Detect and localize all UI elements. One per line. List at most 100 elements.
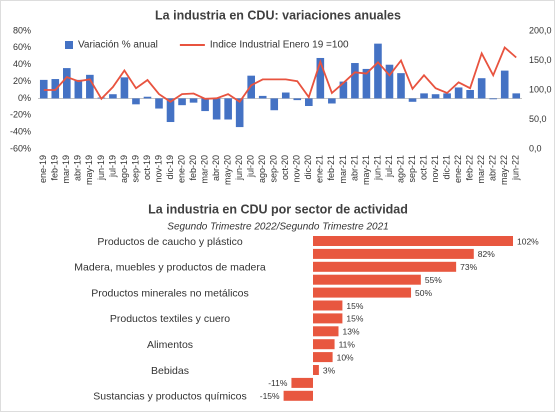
value-label: 13% bbox=[342, 327, 359, 337]
category-label: Alimentos bbox=[147, 339, 193, 351]
x-tick-label: jul-19 bbox=[107, 155, 117, 178]
bar bbox=[313, 236, 513, 246]
bar bbox=[189, 98, 198, 103]
y-tick-label: 60% bbox=[13, 42, 31, 52]
bar bbox=[351, 63, 359, 99]
bar bbox=[283, 390, 313, 401]
value-label: 11% bbox=[339, 339, 356, 349]
x-tick-label: nov-19 bbox=[153, 155, 163, 183]
x-tick-label: ago-19 bbox=[119, 155, 129, 183]
x-tick-label: may-19 bbox=[84, 155, 94, 185]
y-tick-label: 40% bbox=[13, 59, 31, 69]
x-tick-label: ene-19 bbox=[38, 155, 48, 183]
x-tick-label: feb-19 bbox=[50, 155, 60, 181]
bar bbox=[313, 365, 319, 375]
category-label: Productos minerales no metálicos bbox=[91, 287, 249, 299]
category-label: Bebidas bbox=[151, 365, 189, 377]
x-tick-label: mar-19 bbox=[61, 155, 71, 184]
bar bbox=[313, 300, 343, 311]
legend-label: Indice Industrial Enero 19 =100 bbox=[210, 40, 349, 51]
value-label: 15% bbox=[346, 301, 363, 311]
bar bbox=[74, 79, 83, 99]
value-label: 82% bbox=[478, 249, 495, 259]
bar bbox=[313, 261, 457, 272]
bar bbox=[291, 377, 313, 388]
x-tick-label: sep-20 bbox=[269, 155, 279, 183]
x-tick-label: ene-21 bbox=[315, 155, 325, 183]
category-label: Madera, muebles y productos de madera bbox=[74, 262, 266, 274]
x-tick-label: dic-21 bbox=[441, 155, 451, 180]
y2-tick-label: 150,0 bbox=[529, 55, 552, 65]
bar bbox=[224, 98, 232, 120]
y-tick-label: 80% bbox=[13, 25, 31, 35]
bar bbox=[374, 43, 382, 99]
bar bbox=[166, 98, 175, 123]
bar bbox=[235, 98, 244, 128]
x-tick-label: abr-21 bbox=[349, 155, 359, 181]
bar bbox=[201, 98, 209, 112]
x-tick-label: nov-20 bbox=[292, 155, 302, 183]
bar bbox=[120, 77, 129, 99]
x-tick-label: oct-21 bbox=[418, 155, 428, 180]
bar bbox=[313, 339, 335, 350]
chart-title: La industria en CDU por sector de activi… bbox=[148, 202, 408, 216]
value-label: 73% bbox=[460, 262, 477, 272]
value-label: -15% bbox=[260, 391, 280, 401]
bar bbox=[408, 98, 417, 102]
y2-tick-label: 100,0 bbox=[529, 84, 552, 94]
bar bbox=[339, 81, 348, 99]
bar bbox=[258, 95, 267, 99]
x-tick-label: oct-20 bbox=[280, 155, 290, 180]
bar bbox=[500, 70, 509, 99]
x-tick-label: ene-20 bbox=[176, 155, 186, 183]
x-tick-label: dic-19 bbox=[165, 155, 175, 180]
bar bbox=[420, 93, 428, 99]
value-label: 15% bbox=[346, 314, 363, 324]
x-tick-label: feb-20 bbox=[188, 155, 198, 181]
x-tick-label: jun-22 bbox=[511, 155, 521, 181]
y-tick-label: -20% bbox=[10, 110, 31, 120]
bar bbox=[328, 98, 336, 104]
x-tick-label: mar-21 bbox=[338, 155, 348, 184]
x-tick-label: jun-20 bbox=[234, 155, 244, 181]
x-tick-label: mar-22 bbox=[476, 155, 486, 184]
x-tick-label: oct-19 bbox=[142, 155, 152, 180]
bar bbox=[489, 98, 497, 100]
bar bbox=[143, 96, 152, 99]
bar bbox=[305, 98, 313, 107]
bar bbox=[86, 74, 94, 99]
bar bbox=[454, 87, 463, 99]
bar bbox=[270, 98, 279, 111]
category-label: Sustancias y productos químicos bbox=[93, 391, 247, 403]
x-tick-label: dic-20 bbox=[303, 155, 313, 180]
bar bbox=[293, 98, 302, 101]
value-label: 3% bbox=[323, 365, 336, 375]
category-label: Productos textiles y cuero bbox=[110, 313, 230, 325]
bar bbox=[362, 68, 371, 99]
value-label: 55% bbox=[425, 275, 442, 285]
x-tick-label: may-22 bbox=[499, 155, 509, 185]
y-tick-label: -60% bbox=[10, 143, 31, 153]
bar bbox=[443, 93, 451, 99]
value-label: 102% bbox=[517, 236, 539, 246]
x-tick-label: may-20 bbox=[223, 155, 233, 185]
chart-title: La industria en CDU: variaciones anuales bbox=[155, 8, 401, 22]
value-label: 10% bbox=[337, 352, 354, 362]
bar bbox=[155, 98, 163, 109]
x-tick-label: abr-19 bbox=[73, 155, 83, 181]
bar bbox=[316, 57, 325, 99]
bar bbox=[313, 352, 333, 363]
bar bbox=[39, 79, 48, 99]
x-tick-label: nov-21 bbox=[430, 155, 440, 183]
bar bbox=[385, 64, 394, 99]
value-label: 50% bbox=[415, 288, 432, 298]
y2-tick-label: 0,0 bbox=[529, 143, 542, 153]
bar bbox=[109, 94, 117, 99]
bar bbox=[477, 78, 486, 99]
x-tick-label: ago-20 bbox=[257, 155, 267, 183]
bar bbox=[313, 287, 412, 298]
bar bbox=[313, 274, 421, 285]
x-tick-label: mar-20 bbox=[199, 155, 209, 184]
